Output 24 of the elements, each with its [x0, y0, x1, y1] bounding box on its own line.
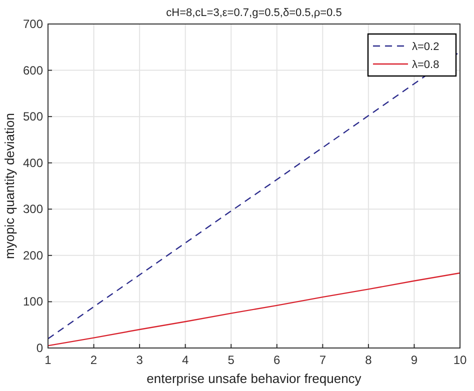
chart-title: cH=8,cL=3,ε=0.7,g=0.5,δ=0.5,ρ=0.5 — [166, 7, 342, 19]
y-tick-label: 100 — [22, 294, 44, 309]
x-axis-title: enterprise unsafe behavior frequency — [146, 371, 362, 386]
y-tick-label: 0 — [36, 341, 44, 355]
legend-label: λ=0.2 — [412, 41, 440, 53]
x-tick-label: 8 — [365, 353, 372, 367]
y-tick-label: 300 — [22, 202, 44, 216]
y-tick-label: 600 — [22, 63, 44, 78]
y-tick-label: 500 — [22, 110, 44, 124]
x-tick-label: 4 — [182, 353, 189, 367]
legend-label: λ=0.8 — [412, 59, 440, 71]
x-tick-label: 6 — [274, 353, 281, 367]
x-tick-label: 9 — [410, 353, 418, 367]
x-tick-label: 2 — [90, 353, 98, 367]
y-tick-label: 400 — [22, 156, 44, 170]
y-axis-title: myopic quantity deviation — [2, 113, 17, 259]
x-tick-label: 3 — [136, 353, 144, 367]
x-tick-label: 10 — [453, 353, 467, 367]
x-tick-label: 5 — [228, 353, 235, 367]
x-tick-label: 1 — [44, 353, 52, 367]
y-tick-label: 700 — [22, 17, 44, 31]
line-series — [47, 272, 461, 346]
x-tick-label: 7 — [319, 353, 326, 367]
y-tick-label: 200 — [22, 248, 44, 262]
